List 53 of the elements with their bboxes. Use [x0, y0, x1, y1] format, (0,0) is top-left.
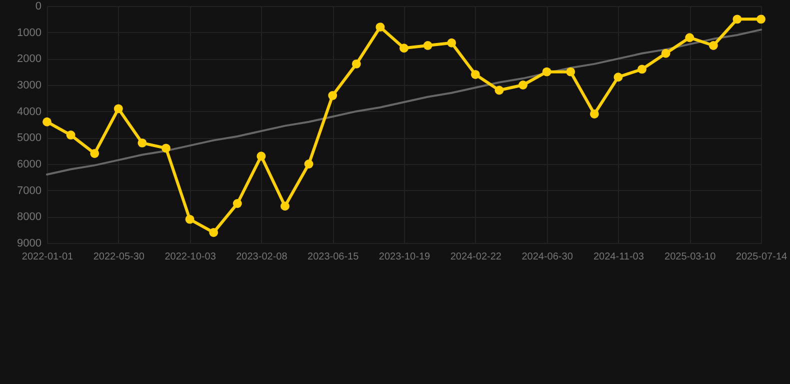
point [280, 202, 290, 211]
x-tick-label: 2023-02-08 [236, 252, 288, 262]
point [304, 160, 314, 168]
point [518, 80, 528, 90]
point [638, 64, 646, 74]
line-series [46, 28, 762, 176]
x-tick-label: 2024-06-30 [522, 252, 574, 262]
point [232, 199, 242, 208]
point [162, 144, 170, 153]
x-tick-label: 2025-07-14 [736, 252, 788, 262]
point [423, 41, 432, 50]
y-tick-label: 8000 [17, 211, 42, 224]
point [185, 214, 194, 224]
point [209, 228, 218, 237]
point [708, 41, 718, 50]
x-tick-label: 2025-03-10 [664, 252, 716, 262]
point [732, 14, 742, 24]
point [685, 33, 694, 42]
point [90, 149, 100, 158]
x-tick-label: 2024-02-22 [450, 252, 502, 262]
x-tick-label: 2023-06-15 [308, 252, 360, 262]
x-tick-label: 2022-01-01 [22, 252, 74, 262]
point [542, 67, 552, 76]
y-tick-label: 0 [35, 0, 42, 12]
point [352, 59, 361, 68]
point [470, 70, 480, 79]
y-tick-label: 3000 [17, 80, 42, 92]
point [376, 22, 385, 32]
y-tick-label: 9000 [17, 238, 42, 250]
point [494, 86, 504, 95]
point [256, 152, 266, 161]
y-tick-label: 7000 [17, 184, 42, 197]
point [447, 38, 456, 48]
point [114, 104, 123, 114]
y-tick-label: 1000 [17, 26, 42, 39]
point [138, 138, 147, 148]
x-tick-label: 2023-10-19 [378, 252, 431, 262]
point [566, 67, 576, 76]
point [590, 110, 599, 118]
point [42, 117, 52, 126]
point [661, 48, 670, 58]
point [614, 72, 623, 82]
y-tick-label: 4000 [17, 106, 42, 118]
point [328, 91, 338, 100]
x-tick-label: 2024-11-03 [593, 252, 644, 262]
point [400, 44, 408, 53]
x-tick-label: 2022-05-30 [93, 252, 145, 262]
point [66, 130, 76, 140]
x-tick-label: 2022-10-03 [164, 252, 216, 262]
y-tick-label: 5000 [17, 132, 42, 144]
point [756, 14, 766, 24]
y-tick-label: 6000 [17, 158, 42, 170]
y-tick-label: 2000 [17, 53, 42, 66]
